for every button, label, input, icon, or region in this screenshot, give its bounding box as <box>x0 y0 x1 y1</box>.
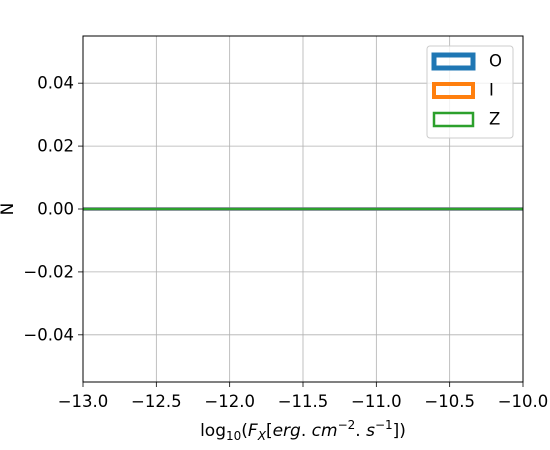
x-tick-label: −10.0 <box>498 392 549 411</box>
y-axis: −0.04 −0.02 0.00 0.02 0.04 <box>23 74 83 344</box>
y-tick-label: −0.04 <box>23 325 74 344</box>
legend: OIZ <box>426 45 514 139</box>
legend-label-I: I <box>489 81 494 100</box>
x-tick-label: −11.5 <box>278 392 329 411</box>
x-tick-label: −12.5 <box>131 392 182 411</box>
x-axis-label: log10(FX[erg. cm−2. s−1]) <box>200 418 406 443</box>
y-tick-label: 0.00 <box>37 200 74 219</box>
x-tick-label: −11.0 <box>351 392 402 411</box>
legend-label-Z: Z <box>489 110 500 129</box>
x-tick-label: −13.0 <box>58 392 109 411</box>
y-tick-label: −0.02 <box>23 262 74 281</box>
legend-swatch-I <box>432 82 475 99</box>
legend-label-O: O <box>489 52 502 71</box>
x-axis: −13.0 −12.5 −12.0 −11.5 −11.0 −10.5 −10.0 <box>58 382 549 411</box>
y-tick-label: 0.04 <box>37 74 74 93</box>
legend-swatch-O <box>431 52 476 71</box>
y-axis-label: N <box>0 203 18 216</box>
x-tick-label: −12.0 <box>204 392 255 411</box>
legend-swatch-Z <box>432 111 475 128</box>
x-tick-label: −10.5 <box>424 392 475 411</box>
y-tick-label: 0.02 <box>37 137 74 156</box>
